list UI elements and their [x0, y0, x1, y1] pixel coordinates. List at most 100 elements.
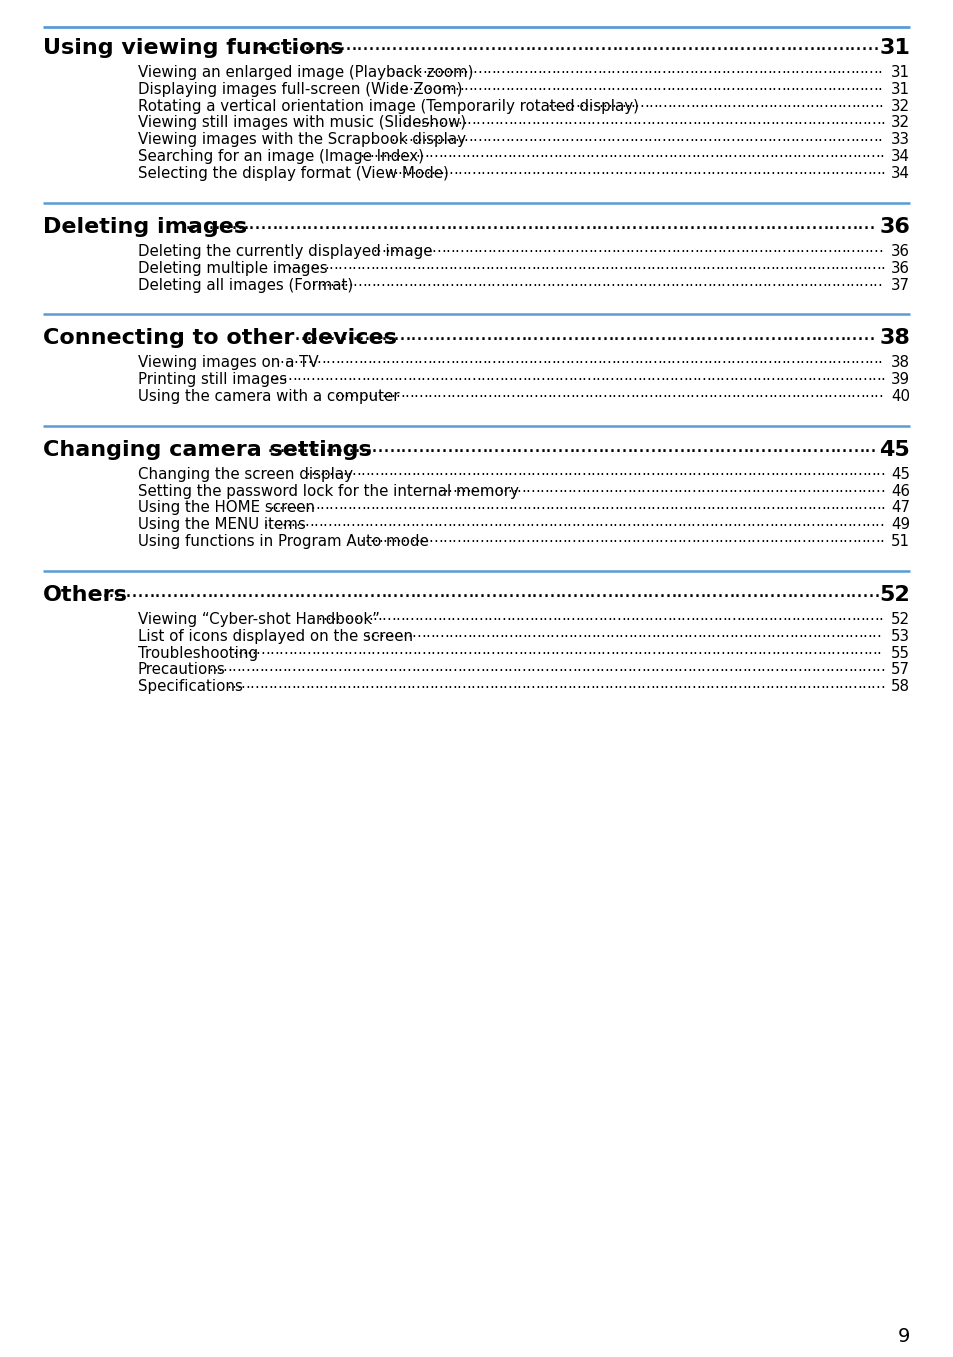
Text: .: . — [863, 77, 867, 94]
Text: .: . — [501, 608, 506, 623]
Text: .: . — [681, 480, 686, 495]
Text: .: . — [237, 642, 242, 657]
Text: .: . — [792, 463, 797, 478]
Text: .: . — [412, 626, 416, 641]
Text: .: . — [527, 436, 534, 456]
Text: .: . — [487, 385, 492, 400]
Text: .: . — [417, 240, 422, 255]
Text: .: . — [720, 61, 725, 76]
Text: .: . — [628, 642, 633, 657]
Text: .: . — [535, 676, 539, 691]
Text: .: . — [490, 581, 497, 601]
Text: .: . — [771, 77, 776, 94]
Text: .: . — [355, 256, 360, 271]
Text: .: . — [849, 274, 854, 289]
Text: .: . — [846, 531, 851, 546]
Text: .: . — [836, 385, 841, 400]
Text: .: . — [642, 129, 647, 144]
Text: .: . — [629, 61, 634, 76]
Text: .: . — [750, 513, 755, 529]
Text: .: . — [792, 480, 797, 495]
Text: .: . — [357, 351, 362, 366]
Text: .: . — [394, 436, 401, 456]
Text: .: . — [320, 274, 325, 289]
Text: .: . — [879, 531, 883, 546]
Text: .: . — [691, 256, 696, 271]
Text: .: . — [789, 351, 794, 366]
Text: .: . — [728, 111, 733, 126]
Text: .: . — [255, 642, 260, 657]
Text: .: . — [337, 497, 342, 512]
Text: .: . — [793, 642, 798, 657]
Text: .: . — [540, 497, 544, 512]
Text: .: . — [535, 658, 539, 674]
Text: Using the MENU items: Using the MENU items — [138, 517, 305, 532]
Text: .: . — [609, 368, 614, 384]
Text: .: . — [621, 531, 626, 546]
Text: .: . — [668, 676, 673, 691]
Text: .: . — [429, 111, 434, 126]
Text: .: . — [760, 256, 765, 271]
Text: .: . — [683, 436, 691, 456]
Text: .: . — [842, 34, 849, 54]
Text: .: . — [752, 642, 757, 657]
Text: .: . — [548, 531, 553, 546]
Text: .: . — [614, 436, 621, 456]
Text: .: . — [709, 676, 714, 691]
Text: .: . — [813, 95, 818, 110]
Text: .: . — [574, 436, 580, 456]
Text: .: . — [555, 213, 562, 233]
Text: .: . — [714, 480, 719, 495]
Text: .: . — [350, 34, 356, 54]
Text: .: . — [491, 351, 496, 366]
Text: .: . — [562, 676, 567, 691]
Text: .: . — [333, 463, 337, 478]
Text: .: . — [795, 608, 800, 623]
Text: .: . — [476, 497, 480, 512]
Text: 58: 58 — [890, 680, 909, 695]
Text: .: . — [333, 256, 337, 271]
Text: .: . — [359, 676, 364, 691]
Text: .: . — [439, 213, 446, 233]
Text: .: . — [367, 34, 375, 54]
Text: .: . — [851, 145, 856, 160]
Text: .: . — [462, 324, 469, 345]
Text: .: . — [854, 240, 859, 255]
Text: .: . — [532, 61, 537, 76]
Text: .: . — [454, 274, 458, 289]
Text: .: . — [763, 531, 768, 546]
Text: .: . — [461, 111, 466, 126]
Text: .: . — [305, 581, 312, 601]
Text: .: . — [783, 368, 788, 384]
Text: .: . — [779, 163, 783, 178]
Text: .: . — [240, 658, 245, 674]
Text: .: . — [590, 658, 595, 674]
Text: .: . — [276, 513, 281, 529]
Text: .: . — [595, 111, 599, 126]
Text: .: . — [865, 531, 870, 546]
Text: .: . — [668, 111, 673, 126]
Text: .: . — [408, 240, 413, 255]
Text: .: . — [870, 658, 875, 674]
Text: .: . — [802, 274, 807, 289]
Text: .: . — [427, 608, 432, 623]
Text: .: . — [584, 213, 591, 233]
Text: .: . — [453, 368, 457, 384]
Text: .: . — [209, 658, 213, 674]
Text: .: . — [291, 658, 295, 674]
Text: .: . — [820, 463, 824, 478]
Text: .: . — [582, 274, 587, 289]
Text: .: . — [544, 163, 549, 178]
Text: .: . — [390, 129, 395, 144]
Text: .: . — [840, 129, 844, 144]
Text: .: . — [479, 324, 486, 345]
Text: .: . — [698, 61, 702, 76]
Text: .: . — [322, 513, 327, 529]
Text: .: . — [452, 676, 456, 691]
Text: .: . — [299, 581, 306, 601]
Text: .: . — [702, 77, 707, 94]
Text: .: . — [562, 658, 567, 674]
Text: .: . — [801, 463, 806, 478]
Text: .: . — [757, 581, 763, 601]
Text: .: . — [385, 351, 390, 366]
